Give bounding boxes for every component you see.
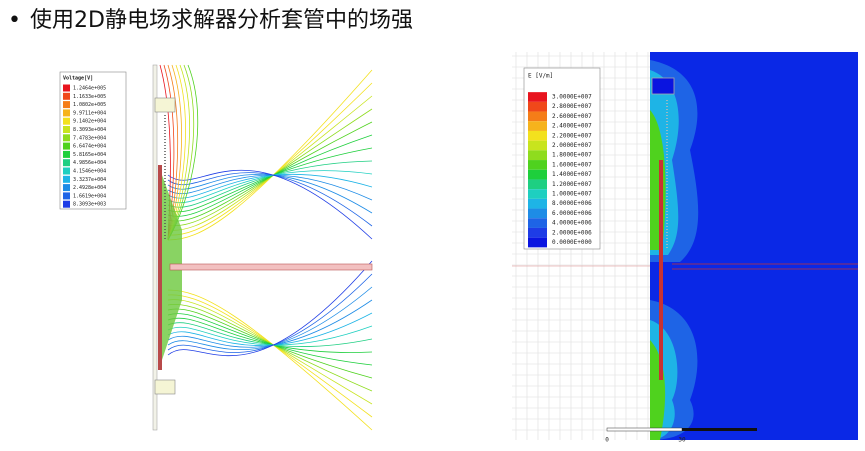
legend-swatch: [528, 130, 547, 141]
legend-swatch: [528, 121, 547, 131]
legend-swatch: [63, 192, 70, 200]
legend-swatch: [528, 198, 547, 209]
equipotential-line: [167, 169, 373, 240]
legend-label: 6.6474e+004: [73, 144, 106, 150]
legend-label: 4.9856e+004: [73, 160, 106, 166]
equipotential-line: [167, 260, 373, 357]
legend-swatch: [528, 208, 547, 219]
equipotential-line: [167, 299, 373, 348]
legend-label: 3.0000E+007: [552, 94, 592, 101]
equipotential-line: [167, 273, 373, 353]
legend-swatch: [63, 184, 70, 192]
legend-swatch: [528, 227, 547, 238]
legend-swatch: [63, 101, 70, 109]
legend-swatch: [63, 150, 70, 158]
legend-label: 1.2464e+005: [73, 86, 106, 92]
legend-label: 0.0000E+000: [552, 239, 592, 246]
legend-label: 8.3093e+004: [73, 127, 106, 133]
legend-label: 5.8165e+004: [73, 152, 106, 158]
equipotential-line: [167, 160, 373, 208]
legend-swatch: [528, 101, 547, 112]
equipotential-line: [167, 313, 373, 366]
field-plot: [512, 52, 858, 440]
legend-label: 2.4928e+004: [73, 185, 106, 191]
legend-swatch: [528, 92, 547, 102]
legend-label: 8.0000E+006: [552, 200, 592, 207]
equipotential-line: [167, 322, 373, 347]
equipotential-line: [167, 134, 373, 217]
scale-label: 30: [678, 437, 686, 444]
legend-label: 1.1633e+005: [73, 94, 106, 100]
legend-label: 8.3093e+003: [73, 202, 106, 208]
legend-label: 9.1402e+004: [73, 119, 106, 125]
legend-title: E [V/m]: [528, 73, 553, 80]
legend-label: 4.1546e+004: [73, 169, 106, 175]
legend-label: 2.0000E+006: [552, 229, 592, 236]
legend-swatch: [528, 218, 547, 228]
legend-label: 2.2000E+007: [552, 132, 592, 139]
field-legend: E [V/m] 3.0000E+007 2.8000E+007 2.6000E+00…: [523, 67, 601, 250]
legend-swatch: [63, 109, 70, 117]
legend-label: 2.8000E+007: [552, 103, 592, 110]
legend-label: 2.6000E+007: [552, 113, 592, 120]
equipotential-line: [167, 173, 373, 199]
legend-swatch: [63, 117, 70, 125]
legend-swatch: [63, 142, 70, 150]
legend-swatch: [528, 160, 547, 170]
voltage-plot: [150, 64, 375, 431]
legend-label: 1.0000E+007: [552, 191, 592, 198]
bullet: •: [8, 8, 21, 33]
scale-label: 0: [605, 437, 609, 444]
voltage-legend: Voltage[V] 1.2464e+005 1.1633e+005 1.0802e…: [59, 71, 127, 210]
slide-title: 使用2D静电场求解器分析套管中的场强: [30, 8, 413, 33]
legend-label: 3.3237e+004: [73, 177, 106, 183]
legend-swatch: [528, 179, 547, 190]
legend-label: 6.0000E+006: [552, 210, 592, 217]
equipotential-line: [167, 174, 373, 201]
legend-swatch: [528, 237, 547, 248]
equipotential-line: [167, 147, 373, 213]
legend-label: 9.9711e+004: [73, 110, 106, 116]
legend-swatch: [528, 189, 547, 199]
legend-swatch: [528, 150, 547, 161]
legend-label: 1.6000E+007: [552, 161, 592, 168]
legend-swatch: [528, 169, 547, 180]
equipotential-line: [167, 303, 373, 392]
legend-label: 7.4783e+004: [73, 135, 106, 141]
legend-swatch: [528, 111, 547, 122]
legend-label: 1.2000E+007: [552, 181, 592, 188]
legend-swatch: [63, 126, 70, 133]
legend-label: 4.0000E+006: [552, 220, 592, 227]
legend-label: 1.8000E+007: [552, 152, 592, 159]
equipotential-line: [167, 325, 373, 346]
equipotential-line: [167, 312, 373, 346]
equipotential-line: [167, 286, 373, 351]
equipotential-line: [167, 308, 373, 379]
legend-swatch: [63, 175, 70, 183]
legend-swatch: [528, 140, 547, 151]
legend-swatch: [63, 134, 70, 142]
legend-swatch: [63, 159, 70, 167]
legend-label: 2.4000E+007: [552, 123, 592, 130]
legend-swatch: [63, 92, 70, 100]
legend-swatch: [63, 200, 70, 208]
legend-label: 1.0802e+005: [73, 102, 106, 108]
legend-label: 1.6619e+004: [73, 193, 106, 199]
equipotential-line: [167, 317, 373, 353]
legend-swatch: [63, 167, 70, 175]
equipotential-line: [167, 108, 373, 227]
legend-title: Voltage[V]: [63, 76, 93, 82]
legend-label: 1.4000E+007: [552, 171, 592, 178]
legend-swatch: [63, 84, 70, 92]
equipotential-line: [167, 121, 373, 222]
legend-label: 2.0000E+007: [552, 142, 592, 149]
